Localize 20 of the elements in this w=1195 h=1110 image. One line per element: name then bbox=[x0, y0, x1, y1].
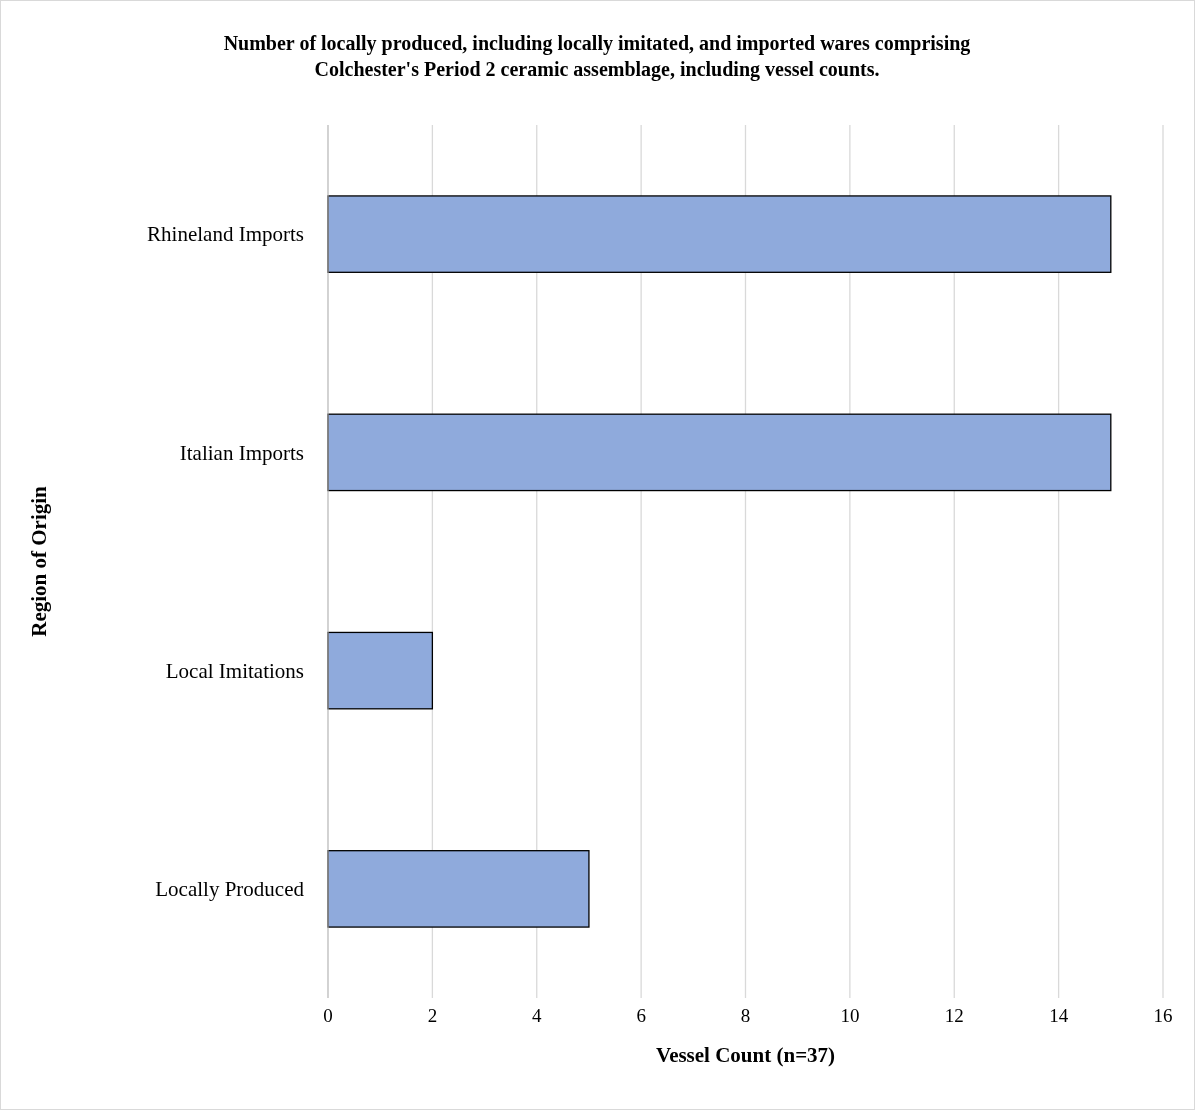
bar bbox=[327, 631, 434, 710]
y-tick-label: Rhineland Imports bbox=[147, 222, 304, 247]
bar bbox=[327, 195, 1112, 273]
bar bbox=[327, 850, 590, 928]
x-tick-label: 6 bbox=[636, 1005, 646, 1026]
x-tick-label: 14 bbox=[1049, 1005, 1069, 1026]
bar bbox=[327, 413, 1112, 492]
x-tick-label: 8 bbox=[740, 1005, 751, 1026]
x-tick-label: 16 bbox=[1153, 1005, 1173, 1026]
x-tick-label: 0 bbox=[323, 1005, 333, 1026]
y-tick-label: Locally Produced bbox=[155, 877, 305, 902]
chart-title: Number of locally produced, including locally imitated, and imported wares comprising Colchester's Period 2 ceramic assemblage, including vessel counts. bbox=[223, 32, 971, 81]
y-tick-label: Italian Imports bbox=[179, 440, 304, 465]
x-axis-title: Vessel Count (n=37) bbox=[655, 1043, 836, 1067]
x-tick-label: 12 bbox=[944, 1005, 964, 1026]
x-tick-label: 10 bbox=[840, 1005, 860, 1026]
y-tick-label: Local Imitations bbox=[165, 658, 304, 683]
x-tick-label: 4 bbox=[532, 1005, 542, 1026]
x-tick-label: 2 bbox=[427, 1005, 438, 1026]
y-axis-title: Region of Origin bbox=[27, 485, 51, 637]
